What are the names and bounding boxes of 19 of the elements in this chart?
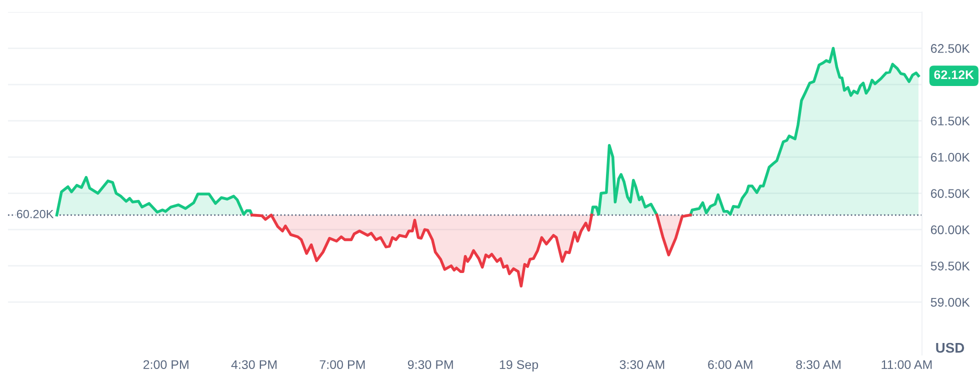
ref-line-label: 60.20K <box>16 210 54 218</box>
y-tick-label: 60.50K <box>930 189 970 198</box>
x-tick-label: 8:30 AM <box>796 360 840 370</box>
x-tick-label: 11:00 AM <box>882 360 932 370</box>
y-tick-label: 59.00K <box>930 298 970 307</box>
y-tick-label: 61.50K <box>930 116 970 126</box>
y-tick-label: 60.00K <box>930 225 970 234</box>
y-tick-label: 62.50K <box>930 44 970 53</box>
x-tick-label: 3:30 AM <box>620 360 664 370</box>
y-tick-label: 59.50K <box>930 262 970 270</box>
annotation: 62.12K <box>934 70 974 80</box>
x-tick-label: 19 Sep <box>500 360 538 372</box>
x-tick-label: 2:00 PM <box>143 360 188 370</box>
y-axis-title: USD <box>936 342 964 353</box>
x-tick-label: 7:00 PM <box>320 360 365 370</box>
y-tick-label: 61.00K <box>930 152 970 162</box>
x-tick-label: 4:30 PM <box>231 360 277 370</box>
x-tick-label: 6:00 AM <box>708 360 752 370</box>
x-tick-label: 9:30 PM <box>408 360 453 370</box>
